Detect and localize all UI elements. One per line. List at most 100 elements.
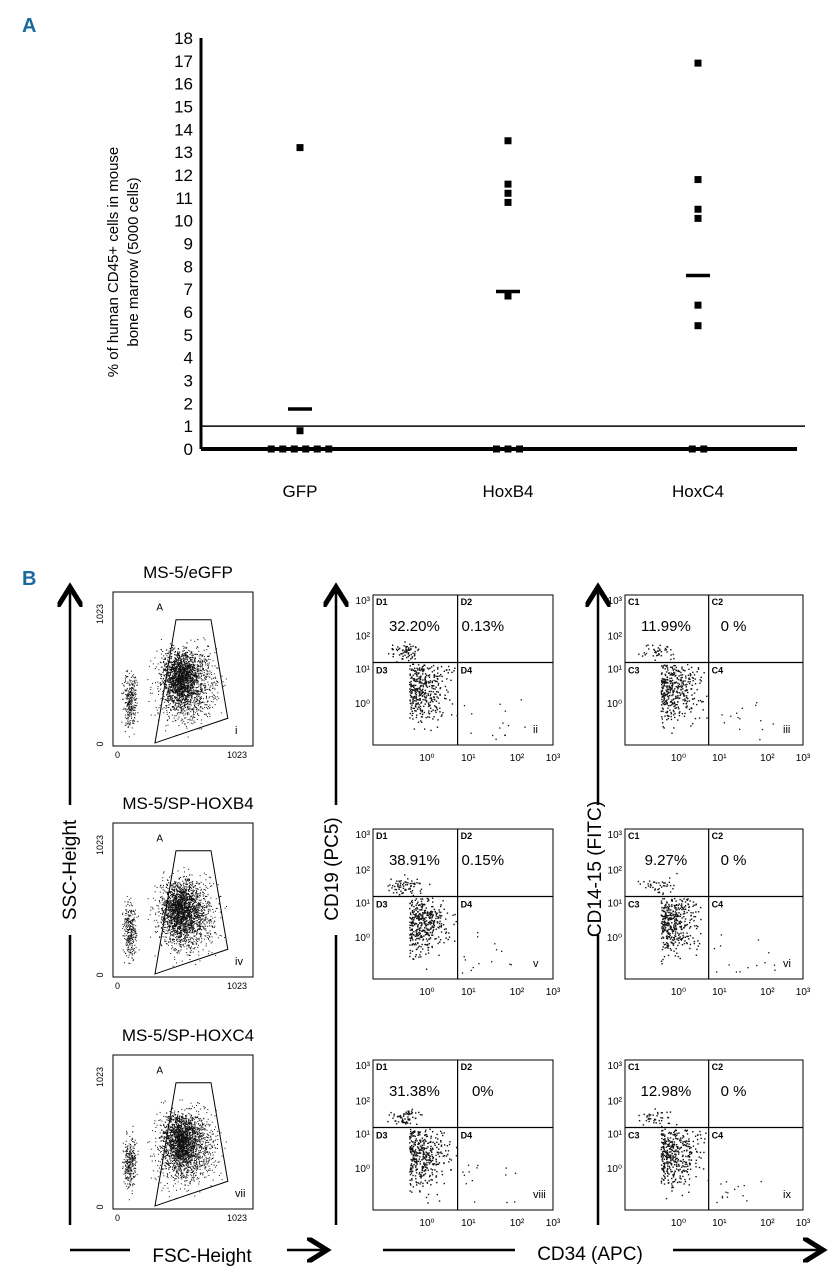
data-point bbox=[325, 445, 333, 453]
fsc-axis-label: FSC-Height bbox=[152, 1246, 252, 1267]
data-point bbox=[688, 445, 696, 453]
cd34-axis-label: CD34 (APC) bbox=[537, 1244, 643, 1265]
y-log-tick: 10¹ bbox=[356, 1130, 371, 1141]
subplot-tag: vii bbox=[235, 1188, 245, 1200]
y-axis-title-line1: % of human CD45+ cells in mouse bbox=[105, 147, 122, 378]
data-point bbox=[302, 445, 310, 453]
y-log-tick: 10⁰ bbox=[607, 699, 622, 710]
y-tick-label: 4 bbox=[184, 349, 193, 368]
y-log-tick: 10⁰ bbox=[607, 1164, 622, 1175]
data-point bbox=[694, 322, 702, 330]
quadrant-code: C2 bbox=[712, 1062, 724, 1072]
x-max-tick: 1023 bbox=[227, 750, 247, 760]
quadrant-percent: 0 % bbox=[721, 1083, 747, 1100]
fsc-ssc-plot: MS-5/eGFP Ai 1023 0 0 1023 bbox=[95, 563, 254, 760]
y-tick-label: 14 bbox=[174, 120, 193, 139]
plot-frame bbox=[372, 1059, 554, 1211]
x-log-tick: 10⁰ bbox=[419, 753, 434, 764]
x-log-tick: 10⁰ bbox=[671, 987, 686, 998]
data-point bbox=[296, 144, 304, 152]
quadrant-code: C2 bbox=[712, 597, 724, 607]
y-log-tick: 10³ bbox=[356, 830, 371, 841]
fsc-ssc-plot: MS-5/SP-HOXB4 Aiv 1023 0 0 1023 bbox=[95, 794, 254, 991]
y-log-tick: 10¹ bbox=[356, 665, 371, 676]
y-tick-label: 3 bbox=[184, 372, 193, 391]
quadrant-plot: C1 C2 C3 C4 11.99% 0 % iii 10³ 10² 10¹ 10⁰ 10⁰ 10¹ 10… bbox=[607, 594, 811, 764]
quadrant-code: C1 bbox=[628, 831, 640, 841]
panel-a-letter: A bbox=[22, 15, 36, 37]
y-tick-label: 17 bbox=[174, 52, 193, 71]
quadrant-code: D2 bbox=[461, 597, 473, 607]
data-point bbox=[504, 137, 512, 145]
quadrant-code: D2 bbox=[461, 831, 473, 841]
quadrant-percent: 32.20% bbox=[389, 618, 440, 635]
quadrant-code: C3 bbox=[628, 666, 640, 676]
plot-frame bbox=[624, 828, 804, 980]
y-tick-label: 15 bbox=[174, 98, 193, 117]
panel-b: B MS-5/eGFP Ai 1023 0 0 1023 MS-5/SP-HOXB4 Aiv 1… bbox=[22, 563, 818, 1267]
data-point bbox=[516, 445, 523, 453]
y-log-tick: 10⁰ bbox=[355, 1164, 370, 1175]
x-log-tick: 10⁰ bbox=[419, 1218, 434, 1229]
y-axis-title-line2: bone marrow (5000 cells) bbox=[125, 177, 142, 346]
x-log-tick: 10² bbox=[510, 753, 525, 764]
y-log-tick: 10² bbox=[608, 632, 623, 643]
x-log-tick: 10³ bbox=[546, 1218, 561, 1229]
plot-frame bbox=[624, 1059, 804, 1211]
y-log-tick: 10² bbox=[356, 1097, 371, 1108]
subplot-tag: iii bbox=[783, 724, 790, 736]
subplot-tag: vi bbox=[783, 958, 791, 970]
gate-polygon bbox=[154, 1082, 229, 1207]
quadrant-percent: 11.99% bbox=[641, 618, 691, 635]
quadrant-plot: D1 D2 D3 D4 38.91% 0.15% v 10³ 10² 10¹ 10⁰ 10⁰ 10¹ 10… bbox=[355, 828, 561, 998]
quadrant-code: C2 bbox=[712, 831, 724, 841]
y-tick-label: 5 bbox=[184, 326, 193, 345]
data-point bbox=[290, 445, 298, 453]
y-log-tick: 10⁰ bbox=[355, 933, 370, 944]
y-tick-label: 12 bbox=[174, 166, 193, 185]
quadrant-plot: D1 D2 D3 D4 32.20% 0.13% ii 10³ 10² 10¹ 10⁰ 10⁰ 10¹ 1… bbox=[355, 594, 561, 764]
quadrant-percent: 0.15% bbox=[462, 852, 505, 869]
x-category-label: HoxB4 bbox=[482, 482, 533, 501]
x-min-tick: 0 bbox=[115, 981, 120, 991]
plot-frame bbox=[624, 594, 804, 746]
x-log-tick: 10² bbox=[510, 987, 525, 998]
x-log-tick: 10² bbox=[760, 987, 775, 998]
y-tick-label: 9 bbox=[184, 235, 193, 254]
data-point bbox=[279, 445, 287, 453]
quadrant-code: D1 bbox=[376, 1062, 388, 1072]
y-log-tick: 10² bbox=[356, 866, 371, 877]
x-log-tick: 10³ bbox=[796, 987, 811, 998]
quadrant-code: C4 bbox=[712, 666, 724, 676]
quadrant-percent: 0 % bbox=[721, 852, 747, 869]
y-max-tick: 1023 bbox=[95, 835, 105, 855]
subplot-tag: ii bbox=[533, 724, 538, 736]
data-point bbox=[694, 301, 702, 309]
y-log-tick: 10³ bbox=[608, 596, 623, 607]
y-tick-label: 0 bbox=[184, 440, 193, 459]
y-tick-label: 7 bbox=[184, 280, 193, 299]
x-log-tick: 10⁰ bbox=[419, 987, 434, 998]
quadrant-percent: 0.13% bbox=[462, 618, 505, 635]
subplot-tag: i bbox=[235, 725, 237, 737]
y-log-tick: 10¹ bbox=[608, 1130, 623, 1141]
quadrant-percent: 0 % bbox=[721, 618, 747, 635]
quadrant-plot: C1 C2 C3 C4 9.27% 0 % vi 10³ 10² 10¹ 10⁰ 10⁰ 10¹ 10² 1… bbox=[607, 828, 811, 998]
row-title: MS-5/eGFP bbox=[143, 563, 233, 582]
y-min-tick: 0 bbox=[95, 972, 105, 977]
y-tick-label: 10 bbox=[174, 212, 193, 231]
data-point bbox=[700, 445, 708, 453]
y-log-tick: 10³ bbox=[356, 1061, 371, 1072]
data-point bbox=[267, 445, 275, 453]
data-point bbox=[504, 180, 512, 188]
data-point bbox=[493, 445, 500, 453]
quadrant-code: D3 bbox=[376, 1131, 388, 1141]
gate-polygon bbox=[154, 850, 229, 975]
data-point bbox=[504, 198, 512, 206]
row-title: MS-5/SP-HOXB4 bbox=[122, 794, 253, 813]
quadrant-code: D1 bbox=[376, 597, 388, 607]
quadrant-code: D4 bbox=[461, 1131, 473, 1141]
quadrant-percent: 0% bbox=[472, 1083, 494, 1100]
data-point bbox=[694, 214, 702, 222]
quadrant-code: C3 bbox=[628, 1131, 640, 1141]
